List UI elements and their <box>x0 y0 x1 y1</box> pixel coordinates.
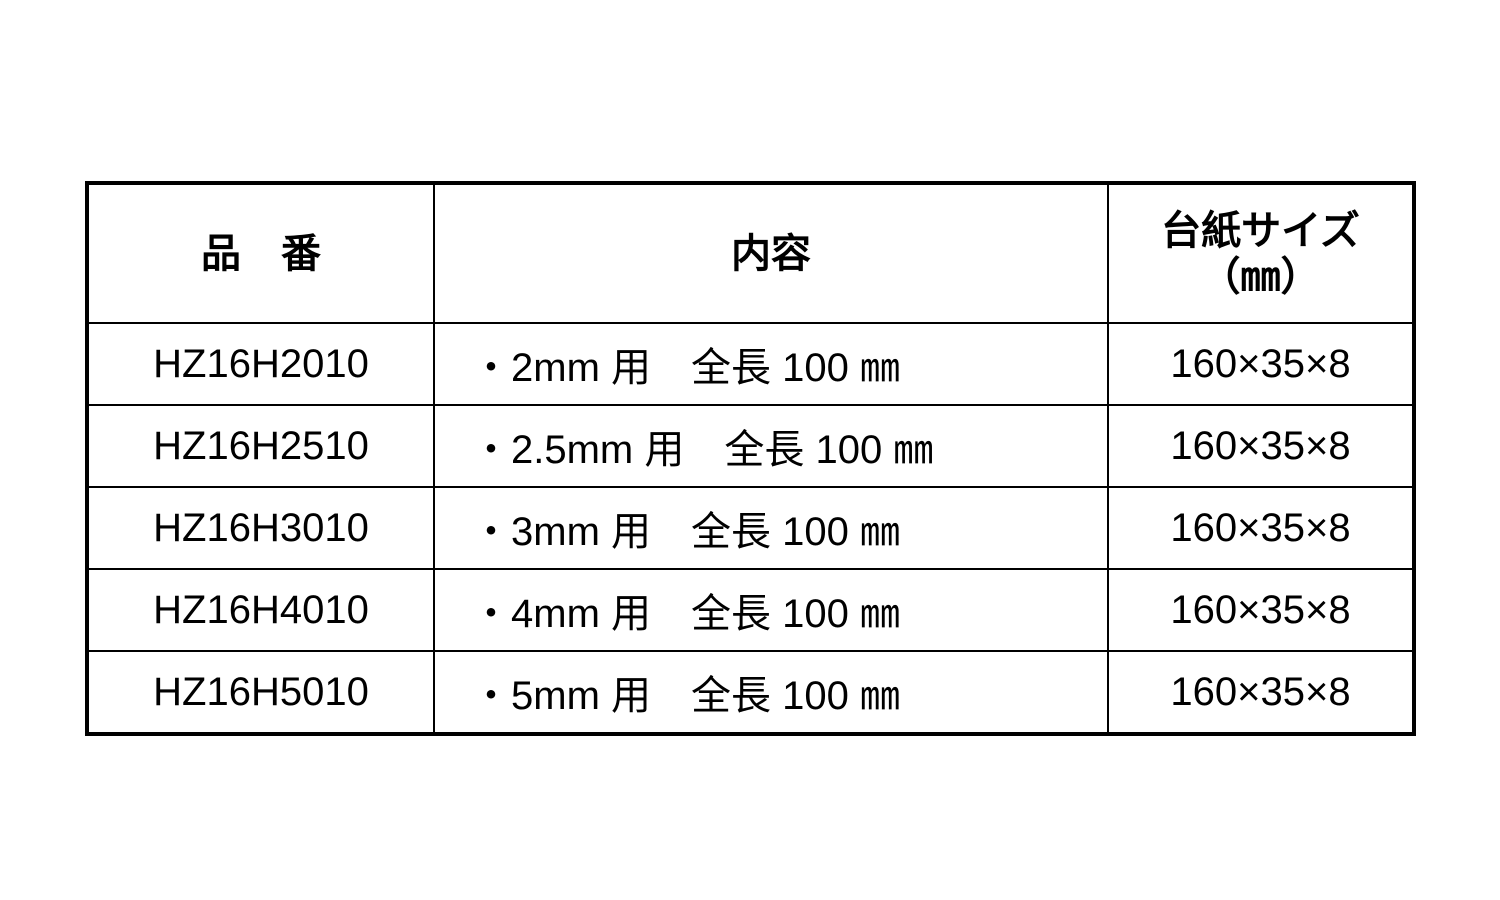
contents-cell: ・2mm 用全長 100 ㎜ <box>433 322 1109 406</box>
header-row: 品 番 内容 台紙サイズ （㎜） <box>86 182 1415 324</box>
product-no-cell: HZ16H5010 <box>86 650 435 735</box>
header-product-no: 品 番 <box>86 182 435 324</box>
bit-size: ・2.5mm 用 <box>471 428 685 472</box>
header-card-size: 台紙サイズ （㎜） <box>1107 182 1415 324</box>
bit-size: ・3mm 用 <box>471 510 651 554</box>
total-length: 全長 100 ㎜ <box>691 592 900 636</box>
product-no-cell: HZ16H4010 <box>86 568 435 652</box>
card-size-cell: 160×35×8 <box>1107 322 1415 406</box>
contents-cell: ・5mm 用全長 100 ㎜ <box>433 650 1109 735</box>
product-table: 品 番 内容 台紙サイズ （㎜） HZ16H2010 ・2mm 用全長 100 ㎜… <box>85 181 1416 736</box>
bit-size: ・4mm 用 <box>471 592 651 636</box>
product-no-cell: HZ16H2510 <box>86 404 435 488</box>
total-length: 全長 100 ㎜ <box>724 428 934 472</box>
table-row: HZ16H4010 ・4mm 用全長 100 ㎜ 160×35×8 <box>86 568 1415 652</box>
total-length: 全長 100 ㎜ <box>691 346 900 390</box>
total-length: 全長 100 ㎜ <box>691 674 900 718</box>
contents-cell: ・2.5mm 用全長 100 ㎜ <box>433 404 1109 488</box>
table-row: HZ16H3010 ・3mm 用全長 100 ㎜ 160×35×8 <box>86 486 1415 570</box>
total-length: 全長 100 ㎜ <box>691 510 900 554</box>
table-row: HZ16H2010 ・2mm 用全長 100 ㎜ 160×35×8 <box>86 322 1415 406</box>
header-card-size-unit: （㎜） <box>1200 254 1321 299</box>
card-size-cell: 160×35×8 <box>1107 404 1415 488</box>
header-card-size-label: 台紙サイズ <box>1161 208 1360 253</box>
card-size-cell: 160×35×8 <box>1107 486 1415 570</box>
product-no-cell: HZ16H3010 <box>86 486 435 570</box>
table-row: HZ16H2510 ・2.5mm 用全長 100 ㎜ 160×35×8 <box>86 404 1415 488</box>
card-size-cell: 160×35×8 <box>1107 568 1415 652</box>
contents-cell: ・3mm 用全長 100 ㎜ <box>433 486 1109 570</box>
contents-cell: ・4mm 用全長 100 ㎜ <box>433 568 1109 652</box>
header-contents: 内容 <box>433 182 1109 324</box>
table-row: HZ16H5010 ・5mm 用全長 100 ㎜ 160×35×8 <box>86 650 1415 735</box>
bit-size: ・5mm 用 <box>471 674 651 718</box>
card-size-cell: 160×35×8 <box>1107 650 1415 735</box>
bit-size: ・2mm 用 <box>471 346 651 390</box>
product-no-cell: HZ16H2010 <box>86 322 435 406</box>
